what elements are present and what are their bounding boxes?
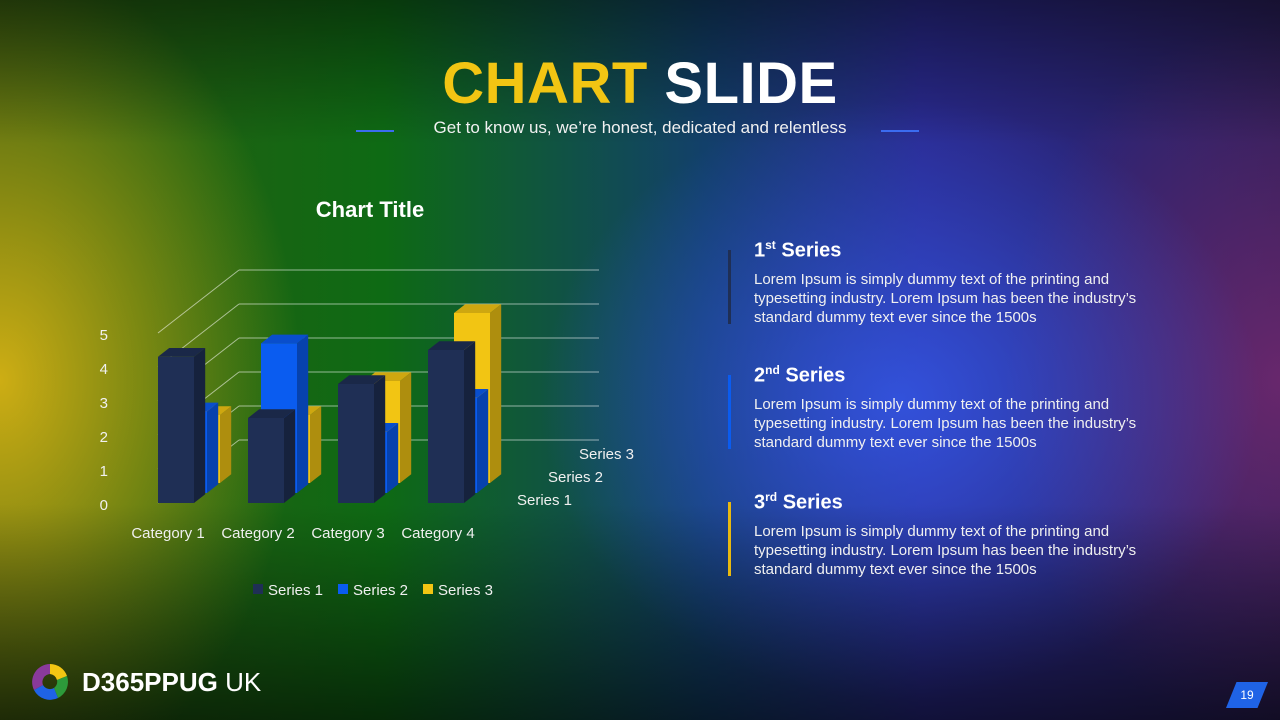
series-2-text: Lorem Ipsum is simply dummy text of the … bbox=[754, 396, 1137, 451]
series-1-accent-bar bbox=[728, 250, 731, 324]
series-1-number: 1 bbox=[754, 239, 766, 262]
y-tick-label: 5 bbox=[100, 327, 108, 344]
bar-top bbox=[158, 348, 206, 357]
bar-top bbox=[261, 334, 309, 344]
bar-side bbox=[477, 389, 489, 493]
legend-swatch bbox=[423, 584, 433, 594]
legend-swatch bbox=[253, 584, 263, 594]
series-2-label: Series bbox=[785, 364, 846, 387]
bar-side bbox=[387, 423, 399, 493]
y-tick-label: 3 bbox=[100, 395, 108, 412]
x-tick-label: Category 1 bbox=[131, 525, 204, 542]
series-2-accent-bar bbox=[728, 375, 731, 449]
legend-label: Series 1 bbox=[268, 582, 323, 599]
legend-swatch bbox=[338, 584, 348, 594]
y-tick-label: 1 bbox=[100, 463, 108, 480]
y-tick-label: 4 bbox=[100, 361, 108, 378]
y-tick-label: 2 bbox=[100, 429, 108, 446]
slide-subtitle: Get to know us, we’re honest, dedicated … bbox=[433, 118, 847, 137]
series-2-ordinal: nd bbox=[765, 363, 780, 377]
x-tick-label: Category 4 bbox=[401, 525, 474, 542]
series-3-heading: 3rd Series bbox=[754, 490, 843, 515]
bar-side bbox=[207, 402, 219, 493]
legend-label: Series 2 bbox=[353, 582, 408, 599]
x-tick-label: Category 3 bbox=[311, 525, 384, 542]
bar-side bbox=[490, 304, 502, 483]
depth-tick-label: Series 1 bbox=[517, 492, 572, 509]
bar-side bbox=[464, 341, 476, 503]
series-3-accent-bar bbox=[728, 502, 731, 576]
subtitle-right-rule bbox=[881, 130, 919, 132]
legend-label: Series 3 bbox=[438, 582, 493, 599]
series-2-number: 2 bbox=[754, 364, 766, 387]
chart-title: Chart Title bbox=[316, 197, 424, 222]
series-2-heading: 2nd Series bbox=[754, 363, 845, 388]
series-1-ordinal: st bbox=[765, 238, 776, 252]
bar-top bbox=[428, 341, 476, 350]
bar-series1-2 bbox=[248, 409, 296, 503]
series-1-label: Series bbox=[781, 239, 842, 262]
brand-name-bold: D365PPUG bbox=[82, 667, 218, 697]
bar-side bbox=[220, 406, 232, 483]
bar-front bbox=[338, 384, 374, 503]
bar-side bbox=[297, 334, 309, 493]
gridline-depth-5 bbox=[157, 269, 240, 334]
brand-name-light: UK bbox=[225, 667, 262, 697]
bar-series1-4 bbox=[428, 341, 476, 503]
series-3-ordinal: rd bbox=[765, 490, 778, 504]
series-1-text: Lorem Ipsum is simply dummy text of the … bbox=[754, 271, 1137, 326]
bar-side bbox=[284, 409, 296, 503]
bar-series1-3 bbox=[338, 375, 386, 503]
bar-front bbox=[248, 418, 284, 503]
chart: Chart Title 0 1 2 3 4 5 Category 1 Category 2 Cat… bbox=[100, 197, 634, 599]
series-3-number: 3 bbox=[754, 491, 766, 514]
bar-side bbox=[374, 375, 386, 503]
bar-top bbox=[454, 304, 502, 313]
title-word-1: CHART bbox=[442, 51, 648, 116]
bar-side bbox=[194, 348, 206, 503]
brand-logo-icon bbox=[32, 664, 68, 700]
series-3-text: Lorem Ipsum is simply dummy text of the … bbox=[754, 523, 1137, 578]
bar-side bbox=[400, 372, 412, 483]
bar-series1-1 bbox=[158, 348, 206, 503]
series-3-label: Series bbox=[782, 491, 843, 514]
x-tick-label: Category 2 bbox=[221, 525, 294, 542]
brand-name: D365PPUG UK bbox=[82, 667, 261, 698]
slide-title: CHART SLIDE bbox=[0, 50, 1280, 117]
bar-front bbox=[158, 356, 194, 503]
y-tick-label: 0 bbox=[100, 497, 108, 514]
subtitle-left-rule bbox=[356, 130, 394, 132]
series-1-heading: 1st Series bbox=[754, 238, 841, 263]
title-word-2: SLIDE bbox=[664, 51, 838, 116]
depth-tick-label: Series 3 bbox=[579, 446, 634, 463]
page-number: 19 bbox=[1226, 682, 1268, 708]
bar-side bbox=[310, 406, 322, 483]
bar-front bbox=[428, 350, 464, 503]
depth-tick-label: Series 2 bbox=[548, 469, 603, 486]
bar-top bbox=[248, 409, 296, 418]
bar-top bbox=[338, 375, 386, 384]
